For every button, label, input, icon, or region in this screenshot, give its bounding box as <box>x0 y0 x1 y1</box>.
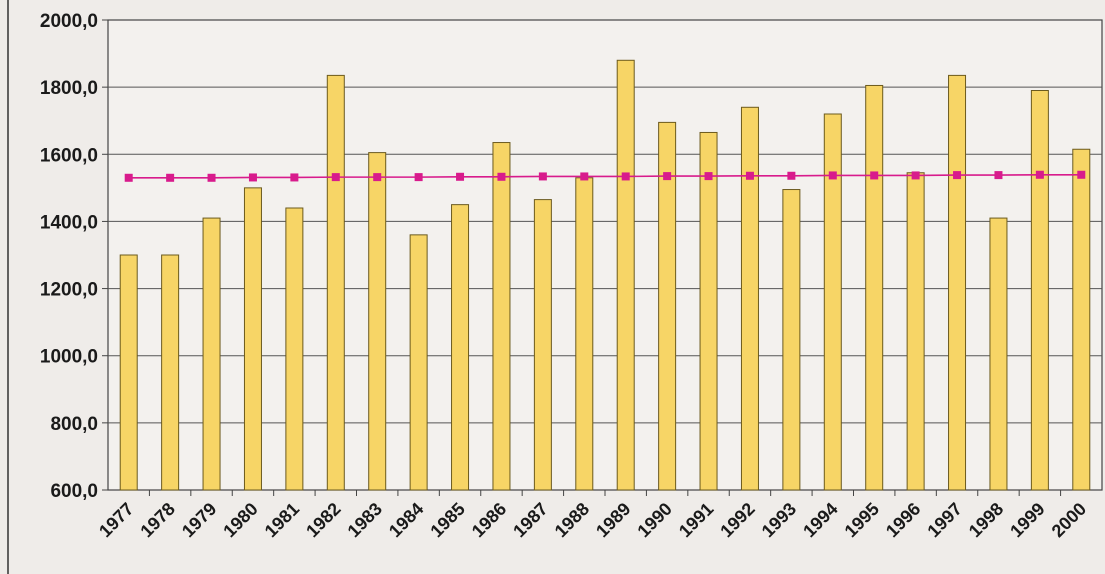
mean-line-marker <box>456 172 465 181</box>
mean-line-marker <box>787 171 796 180</box>
mean-line-marker <box>124 173 133 182</box>
bar <box>202 217 221 491</box>
mean-line-marker <box>994 171 1003 180</box>
y-tick-label: 1000,0 <box>40 347 98 368</box>
bar <box>119 254 138 491</box>
bar <box>699 131 718 491</box>
bar <box>243 187 262 491</box>
mean-line-marker <box>1077 170 1086 179</box>
bar <box>326 74 345 491</box>
mean-line-marker <box>290 173 299 182</box>
mean-line-marker <box>248 173 257 182</box>
mean-line-marker <box>166 173 175 182</box>
mean-line <box>128 173 1082 179</box>
mean-line-marker <box>621 172 630 181</box>
y-tick-label: 1800,0 <box>40 78 98 99</box>
mean-line-marker <box>911 171 920 180</box>
y-tick-label: 600,0 <box>50 481 98 502</box>
mean-line-marker <box>331 173 340 182</box>
bar <box>409 234 428 491</box>
y-tick-label: 1600,0 <box>40 145 98 166</box>
bar <box>948 74 967 491</box>
y-axis-ticks: 600,0 800,0 1000,0 1200,0 1400,0 1600,0 1800,0… <box>40 11 108 502</box>
mean-line-series <box>124 170 1086 182</box>
mean-line-marker <box>580 172 589 181</box>
mean-line-marker <box>538 172 547 181</box>
mean-line-marker <box>414 173 423 182</box>
bar <box>906 172 925 491</box>
bar <box>533 199 552 491</box>
mean-line-marker <box>373 173 382 182</box>
mean-line-marker <box>745 171 754 180</box>
bar <box>823 113 842 491</box>
bar <box>989 217 1008 491</box>
bar <box>658 121 677 491</box>
mean-line-marker <box>953 171 962 180</box>
mean-line-marker <box>663 172 672 181</box>
mean-line-marker <box>828 171 837 180</box>
grid-lines <box>108 86 1102 424</box>
bar <box>492 142 511 491</box>
bar <box>782 189 801 491</box>
bar <box>368 152 387 491</box>
y-tick-label: 1200,0 <box>40 280 98 301</box>
bar <box>1072 148 1091 491</box>
plot-area <box>107 19 1103 491</box>
bar <box>285 207 304 491</box>
mean-line-marker <box>870 171 879 180</box>
mean-line-marker <box>704 172 713 181</box>
mean-line-marker <box>497 172 506 181</box>
mean-line-marker <box>207 173 216 182</box>
bar <box>740 106 759 491</box>
bar <box>865 84 884 491</box>
y-tick-label: 2000,0 <box>40 11 98 32</box>
mean-line-marker <box>1035 170 1044 179</box>
y-tick-label: 1400,0 <box>40 212 98 233</box>
bar <box>451 204 470 491</box>
bar <box>616 59 635 491</box>
y-tick-label: 800,0 <box>50 414 98 435</box>
bar <box>575 177 594 491</box>
bar-series <box>119 59 1091 491</box>
bar <box>1030 90 1049 491</box>
bar <box>161 254 180 491</box>
